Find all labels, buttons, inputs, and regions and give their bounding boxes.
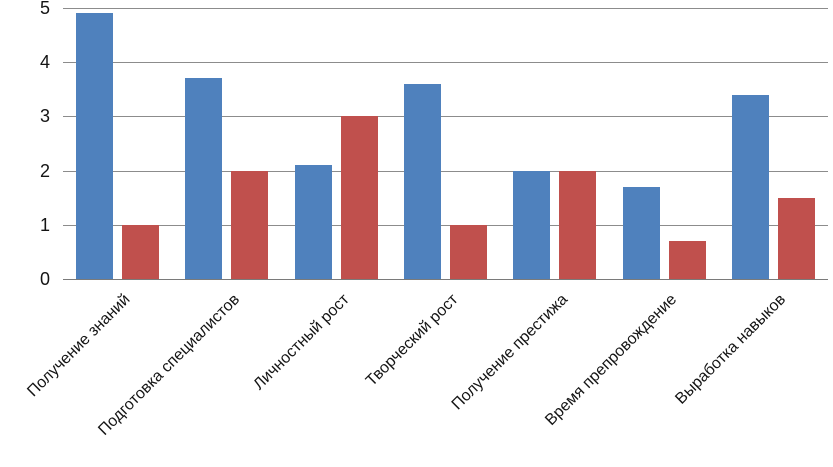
bar-series-2 (122, 224, 160, 279)
bar-group (282, 8, 391, 279)
gridline (63, 62, 828, 64)
bar-series-1 (294, 165, 332, 279)
bar-series-2 (449, 224, 487, 279)
bar-series-1 (731, 94, 769, 279)
bar-group (719, 8, 828, 279)
bar-series-1 (185, 78, 223, 279)
bar-series-1 (513, 170, 551, 279)
gridline (63, 116, 828, 118)
bar-series-1 (403, 83, 441, 279)
x-category-label: Получение престижа (448, 291, 571, 414)
bar-group (391, 8, 500, 279)
x-category-label: Получение знаний (24, 291, 134, 401)
x-category-label: Выработка навыков (672, 291, 790, 408)
bar-series-1 (622, 186, 660, 279)
y-tick-label: 4 (39, 52, 50, 73)
gridline (63, 8, 828, 9)
bar-series-2 (340, 116, 378, 279)
bar-groups (63, 8, 828, 279)
bar-group (500, 8, 609, 279)
y-tick-label: 5 (39, 0, 50, 18)
gridline (63, 224, 828, 226)
plot-area (63, 8, 828, 280)
bar-series-1 (76, 13, 114, 279)
gridline (63, 170, 828, 172)
x-axis-line (63, 279, 828, 280)
bar-group (172, 8, 281, 279)
bar-series-2 (231, 170, 269, 279)
y-tick-label: 0 (39, 269, 50, 289)
bar-group (63, 8, 172, 279)
bar-series-2 (559, 170, 597, 279)
x-category-label: Творческий рост (362, 291, 462, 390)
y-tick-label: 1 (39, 214, 50, 235)
bar-series-2 (668, 241, 706, 279)
y-tick-label: 3 (39, 106, 50, 127)
bar-group (609, 8, 718, 279)
y-tick-label: 2 (39, 160, 50, 181)
x-category-label: Личностный рост (249, 291, 353, 394)
bar-series-2 (777, 197, 815, 279)
